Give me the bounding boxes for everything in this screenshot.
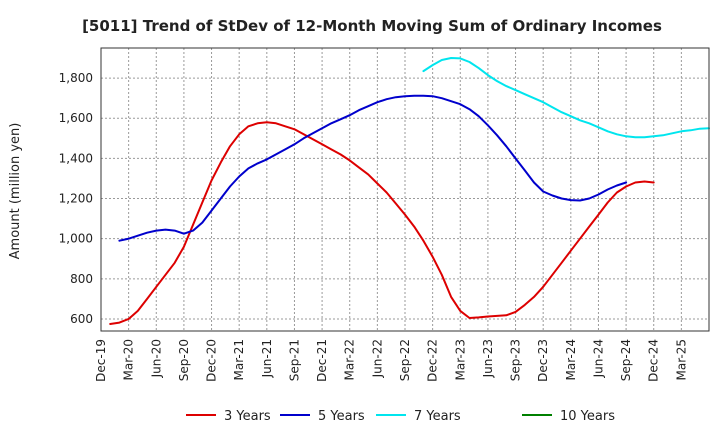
x-tick-label: Sep-20 [177, 339, 191, 381]
x-tick-label: Mar-23 [453, 339, 467, 380]
y-axis-ticks: 600 800 1,000 1,200 1,400 1,600 1,800 [59, 71, 93, 326]
series-line-7-years [422, 57, 710, 139]
x-tick-label: Sep-23 [509, 339, 523, 381]
x-tick-label: Jun-24 [591, 339, 605, 378]
x-tick-label: Dec-22 [426, 339, 440, 382]
series-line-5-years [118, 94, 628, 242]
x-tick-label: Jun-20 [149, 339, 163, 378]
x-tick-label: Dec-20 [205, 339, 219, 382]
series-lines [109, 57, 710, 325]
grid [101, 48, 709, 331]
chart-title: [5011] Trend of StDev of 12-Month Moving… [82, 17, 662, 35]
y-tick-label: 1,800 [59, 71, 93, 85]
y-axis-label: Amount (million yen) [8, 123, 23, 260]
y-tick-label: 1,000 [59, 232, 93, 246]
legend-label-10-years: 10 Years [560, 409, 615, 424]
legend-label-5-years: 5 Years [318, 409, 365, 424]
series-line-3-years [109, 121, 655, 325]
x-tick-label: Jun-23 [481, 339, 495, 378]
x-axis-ticks: Dec-19 Mar-20 Jun-20 Sep-20 Dec-20 Mar-21 Jun-… [94, 339, 688, 382]
y-tick-label: 1,600 [59, 111, 93, 125]
x-tick-label: Sep-22 [398, 339, 412, 381]
x-tick-label: Mar-21 [232, 339, 246, 380]
y-tick-label: 600 [70, 312, 93, 326]
x-tick-label: Mar-25 [674, 339, 688, 380]
legend-label-7-years: 7 Years [414, 409, 461, 424]
x-tick-label: Mar-24 [564, 339, 578, 380]
legend: 3 Years 5 Years 7 Years 10 Years [186, 409, 615, 424]
x-tick-label: Dec-21 [315, 339, 329, 382]
x-tick-label: Dec-23 [536, 339, 550, 382]
x-tick-label: Mar-22 [343, 339, 357, 380]
y-tick-label: 1,400 [59, 151, 93, 165]
x-tick-label: Jun-22 [370, 339, 384, 378]
x-tick-label: Dec-24 [647, 339, 661, 382]
plot-frame [100, 47, 710, 332]
x-tick-label: Dec-19 [94, 339, 108, 382]
y-tick-label: 1,200 [59, 192, 93, 206]
y-tick-label: 800 [70, 272, 93, 286]
x-tick-label: Mar-20 [122, 339, 136, 380]
x-tick-label: Sep-24 [619, 339, 633, 381]
x-tick-label: Jun-21 [260, 339, 274, 378]
x-tick-label: Sep-21 [287, 339, 301, 381]
legend-label-3-years: 3 Years [224, 409, 271, 424]
